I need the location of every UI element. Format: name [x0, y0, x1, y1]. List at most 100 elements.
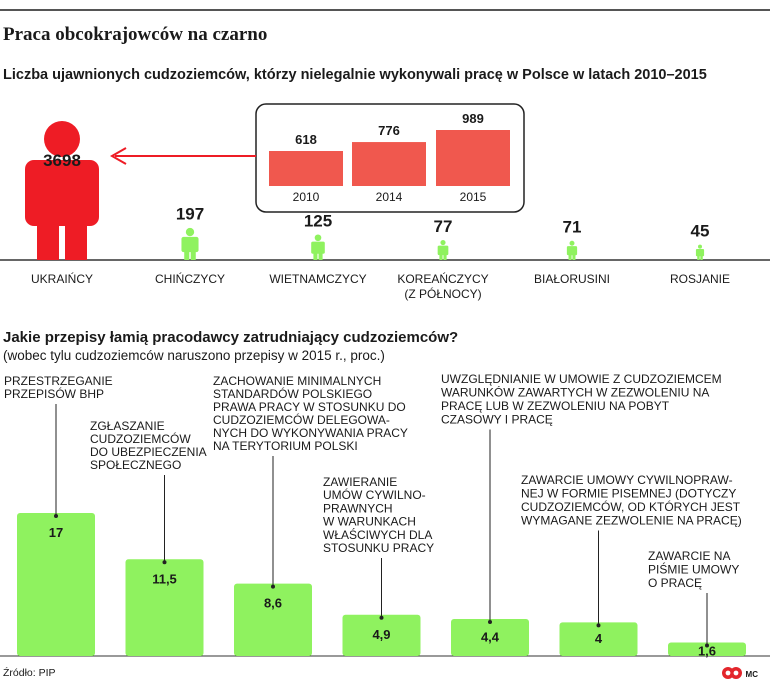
person-figure-4-leg-right: [443, 254, 447, 260]
person-figure-2-torso: [181, 236, 199, 253]
bar-description-label: PRAWA PRACY W STOSUNKU DO: [213, 400, 406, 414]
person-figure-5-torso: [566, 246, 578, 256]
leader-dot: [596, 623, 601, 628]
leader-dot: [705, 643, 709, 648]
bar-value-label: 17: [49, 525, 63, 540]
inset-year-label: 2015: [460, 190, 487, 204]
bar-description-label: NA TERYTORIUM POLSKI: [213, 439, 358, 453]
bar-description-label: NYCH DO WYKONYWANIA PRACY: [213, 426, 408, 440]
person-figure-2-leg-right: [190, 251, 196, 260]
person-figure-2-leg-left: [184, 251, 190, 260]
person-figure-4-head: [440, 239, 446, 246]
main-title: Praca obcokrajowców na czarno: [3, 24, 268, 45]
question-subtitle: (wobec tylu cudzoziemców naruszono przep…: [3, 348, 385, 363]
category-label: BIAŁORUSINI: [534, 272, 610, 286]
inset-value-label: 776: [378, 123, 400, 138]
category-label: KOREAŃCZYCY: [397, 271, 488, 286]
bar-description-label: CUDZOZIEMCÓW, OD KTÓRYCH JEST: [521, 499, 741, 514]
bar-description-label: STOSUNKU PRACY: [323, 541, 434, 555]
bar-value-label: 4,9: [372, 627, 390, 642]
person-figure-6-leg-right: [700, 255, 703, 260]
bar-description-label: ZGŁASZANIE: [90, 419, 165, 433]
violation-bar: [125, 559, 204, 656]
violation-bar: [451, 618, 529, 656]
value-label: 125: [304, 211, 332, 230]
bar-description-label: PRZESTRZEGANIE: [4, 374, 113, 388]
person-figure-6-leg-left: [697, 255, 700, 260]
person-figure-5: [566, 240, 578, 260]
category-label: (Z PÓŁNOCY): [404, 286, 481, 301]
bar-description-label: ZACHOWANIE MINIMALNYCH: [213, 374, 381, 388]
person-figure-6: [695, 244, 705, 260]
person-figure-4-leg-left: [439, 254, 443, 260]
category-label: ROSJANIE: [670, 272, 730, 286]
leader-dot: [379, 615, 384, 620]
inset-year-label: 2014: [376, 190, 403, 204]
person-figure-3-leg-right: [318, 253, 323, 260]
person-figure-3-leg-left: [313, 253, 318, 260]
inset-bar: [269, 151, 343, 186]
person-figure-1-leg-right: [65, 222, 87, 260]
person-figure-3: [311, 234, 325, 260]
person-figure-6-head: [698, 244, 702, 249]
bar-description-label: ZAWARCIE NA: [648, 549, 730, 563]
bar-value-label: 11,5: [152, 571, 177, 586]
category-label: WIETNAMCZYCY: [269, 272, 366, 286]
leader-dot: [488, 619, 492, 624]
bar-description-label: O PRACĘ: [648, 576, 702, 590]
bar-description-label: PRACĘ LUB W ZEZWOLENIU NA POBYT: [441, 399, 670, 413]
inset-bar: [436, 130, 510, 186]
person-figure-1-head: [44, 121, 80, 157]
subtitle: Liczba ujawnionych cudzoziemców, którzy …: [3, 67, 707, 83]
person-figure-4: [437, 239, 449, 260]
person-figure-5-leg-left: [568, 254, 572, 260]
person-figure-5-leg-right: [572, 254, 576, 260]
bar-description-label: CUDZOZIEMCÓW: [90, 431, 191, 446]
bar-value-label: 4: [595, 631, 603, 646]
bar-description-label: WARUNKÓW ZAWARTYCH W ZEZWOLENIU NA: [441, 385, 709, 400]
leader-dot: [162, 560, 167, 565]
inset-bar: [352, 142, 426, 186]
bar-description-label: W WARUNKACH: [323, 515, 416, 529]
bar-description-label: UWZGLĘDNIANIE W UMOWIE Z CUDZOZIEMCEM: [441, 372, 722, 386]
inset-year-label: 2010: [293, 190, 320, 204]
violation-bar: [668, 642, 746, 656]
person-figure-1-leg-left: [37, 222, 59, 260]
bar-description-label: UMÓW CYWILNO-: [323, 487, 426, 502]
person-figure-5-head: [569, 240, 575, 246]
bar-value-label: 1,6: [698, 644, 716, 659]
person-figure-3-torso: [311, 241, 325, 254]
violation-bar: [559, 622, 638, 656]
bar-value-label: 8,6: [264, 596, 282, 611]
bar-description-label: CUDZOZIEMCÓW DELEGOWA-: [213, 412, 390, 427]
bar-description-label: NEJ W FORMIE PISEMNEJ (DOTYCZY: [521, 487, 736, 501]
value-label: 71: [563, 218, 582, 237]
leader-dot: [271, 584, 275, 589]
inset-value-label: 989: [462, 111, 484, 126]
bar-description-label: CZASOWY I PRACĘ: [441, 413, 553, 427]
top-rule: [0, 9, 770, 11]
question-title: Jakie przepisy łamią pracodawcy zatrudni…: [3, 329, 459, 346]
bar-description-label: PRZEPISÓW BHP: [4, 386, 104, 401]
violation-bar: [234, 583, 312, 656]
pointer-arrow-head: [109, 147, 127, 165]
leader-dot: [54, 514, 58, 518]
violation-bar: [342, 614, 421, 656]
bar-description-label: WYMAGANE ZEZWOLENIE NA PRACĘ): [521, 514, 742, 528]
bar-description-label: SPOŁECZNEGO: [90, 458, 181, 472]
bar-description-label: PRAWNYCH: [323, 501, 393, 515]
category-label: UKRAIŃCY: [31, 271, 93, 286]
bar-value-label: 4,4: [481, 629, 500, 644]
person-figure-3-head: [314, 234, 322, 242]
source-note: Źródło: PIP: [3, 667, 56, 679]
person-figure-2: [181, 227, 199, 260]
value-label: 197: [176, 205, 204, 224]
value-label: 45: [691, 222, 710, 241]
publisher-logo-icon: [721, 666, 743, 685]
value-label: 3698: [43, 151, 81, 170]
value-label: 77: [434, 217, 453, 236]
bar-description-label: DO UBEZPIECZENIA: [90, 445, 207, 459]
person-figure-1: [25, 121, 99, 260]
bar-description-label: PIŚMIE UMOWY: [648, 562, 739, 577]
